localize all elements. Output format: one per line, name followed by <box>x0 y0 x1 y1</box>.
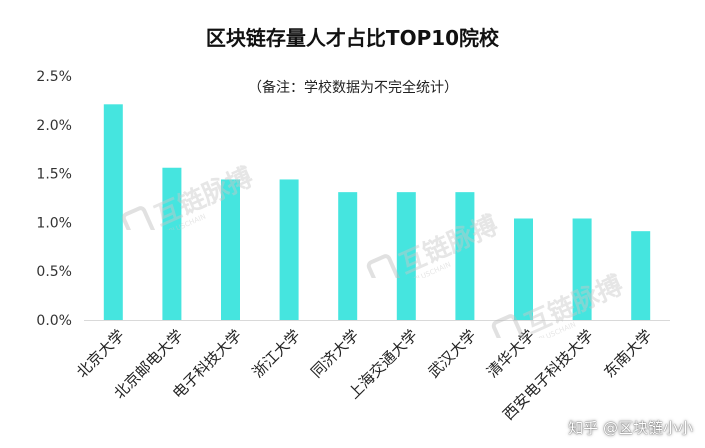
bar <box>455 192 475 320</box>
y-tick-label: 1.0% <box>36 215 72 231</box>
bar <box>279 179 299 320</box>
bar <box>221 179 240 320</box>
y-tick-label: 0.5% <box>36 264 72 280</box>
y-tick-label: 1.5% <box>36 167 72 183</box>
watermark-logo: 互链脉搏 IPLUSCHAIN <box>121 161 258 230</box>
bar <box>338 192 358 320</box>
x-tick-label: 武汉大学 <box>425 326 480 381</box>
bar <box>631 231 651 320</box>
y-tick-label: 0.0% <box>36 313 72 329</box>
bar <box>162 167 182 320</box>
x-tick-label: 北京大学 <box>73 326 128 381</box>
bar <box>103 104 123 320</box>
bar <box>514 218 533 320</box>
watermark-logo: 互链脉搏 IPLUSCHAIN <box>491 269 628 338</box>
bar <box>572 218 592 320</box>
chart-subtitle: （备注：学校数据为不完全统计） <box>248 80 458 96</box>
x-tick-label: 同济大学 <box>307 326 362 381</box>
y-tick-label: 2.5% <box>36 69 72 85</box>
x-tick-label: 浙江大学 <box>249 326 304 381</box>
watermark-logo: 互链脉搏 IPLUSCHAIN <box>366 209 503 278</box>
chart-title: 区块链存量人才占比TOP10院校 <box>205 26 500 50</box>
source-credit: 知乎 @区块链小小 <box>568 419 693 437</box>
bar <box>396 192 416 320</box>
y-tick-label: 2.0% <box>36 118 72 134</box>
